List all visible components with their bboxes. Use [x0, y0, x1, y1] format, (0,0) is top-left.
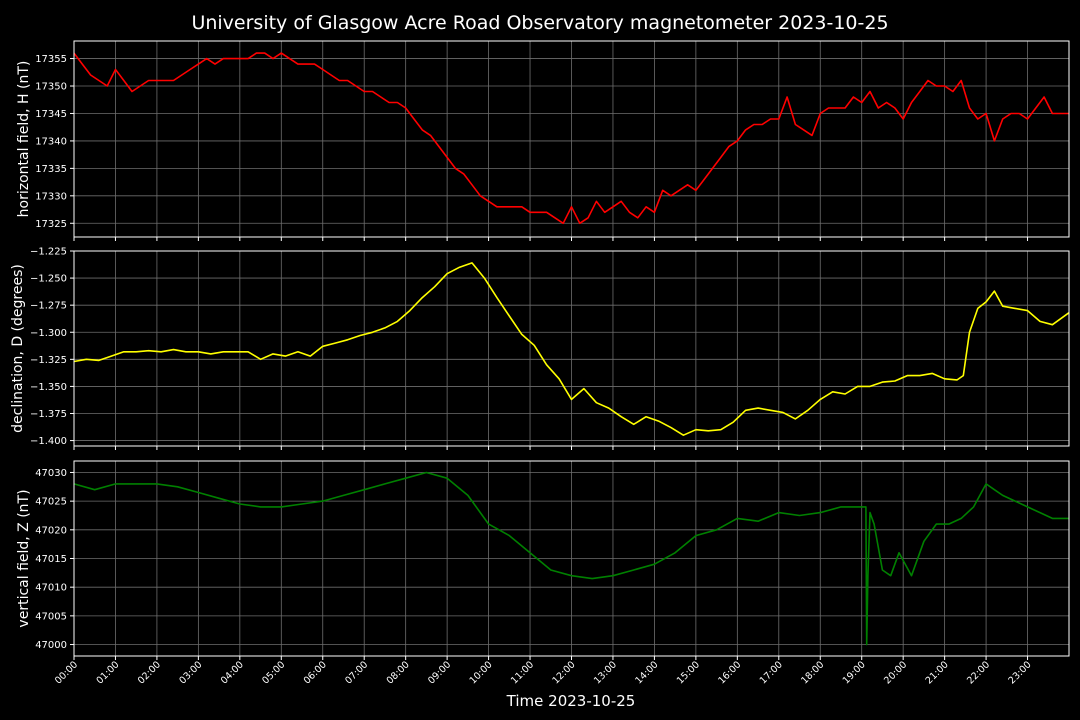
y-tick-label: 47000 [35, 640, 67, 651]
y-tick-label: 47030 [35, 468, 67, 479]
panel-1-frame [73, 40, 1070, 238]
y-tick-label: −1.400 [30, 436, 67, 447]
y-tick-label: −1.300 [30, 328, 67, 339]
y-tick-label: 17325 [35, 219, 67, 230]
chart-title: University of Glasgow Acre Road Observat… [191, 12, 888, 34]
y-axis-label: horizontal field, H (nT) [16, 61, 32, 218]
y-tick-label: 47025 [35, 497, 67, 508]
y-tick-label: 47005 [35, 611, 67, 622]
panel-2-frame [73, 250, 1070, 447]
y-tick-label: −1.350 [30, 382, 67, 393]
y-tick-label: −1.225 [30, 247, 67, 258]
y-tick-label: 17335 [35, 164, 67, 175]
series-line-1 [73, 52, 1069, 225]
y-tick-label: 17340 [35, 136, 67, 147]
panels-group: 17325 17330 17335 17340 17345 17350 17355horiz… [10, 40, 1070, 686]
series-line-2 [73, 262, 1070, 437]
y-tick-label: −1.275 [30, 301, 67, 312]
panel-1: 17325 17330 17335 17340 17345 17350 17355horiz… [16, 40, 1070, 241]
y-tick-label: 17345 [35, 109, 67, 120]
y-tick-label: 17350 [35, 82, 67, 93]
y-tick-label: −1.250 [30, 274, 67, 285]
y-tick-label: 47015 [35, 554, 67, 565]
x-axis-label: Time 2023-10-25 [506, 692, 636, 710]
series-line-3 [73, 471, 1069, 646]
y-tick-label: 17330 [35, 191, 67, 202]
y-tick-label: −1.325 [30, 355, 67, 366]
y-axis-label: declination, D (degrees) [10, 264, 26, 433]
panel-3-frame [73, 460, 1070, 657]
y-tick-label: 47020 [35, 525, 67, 536]
y-tick-label: 47010 [35, 583, 67, 594]
panel-3: 47000 47005 47010 47015 47020 47025 47030verti… [16, 460, 1070, 660]
panel-2: −1.225 −1.250 −1.275 −1.300 −1.325 −1.350 −1.3… [10, 247, 1070, 450]
y-axis-label: vertical field, Z (nT) [16, 489, 32, 627]
y-tick-label: −1.375 [30, 409, 67, 420]
y-tick-label: 17355 [35, 54, 67, 65]
